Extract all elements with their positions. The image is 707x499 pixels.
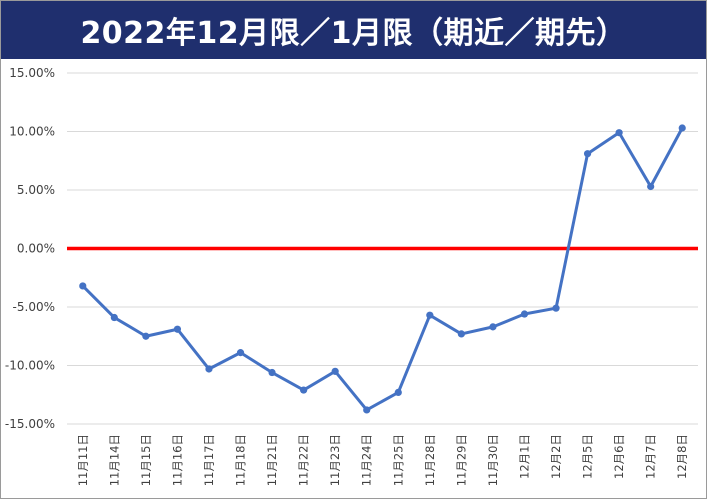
x-tick-label: 11月21日 bbox=[265, 434, 279, 486]
data-point bbox=[110, 313, 118, 322]
chart-title: 2022年12月限／1月限（期近／期先） bbox=[1, 1, 706, 59]
data-point bbox=[79, 282, 87, 290]
x-tick-label: 11月17日 bbox=[202, 434, 216, 486]
x-tick-label: 11月28日 bbox=[423, 434, 437, 486]
x-tick-label: 11月30日 bbox=[486, 434, 500, 486]
data-point bbox=[173, 325, 182, 333]
data-point bbox=[394, 388, 402, 397]
x-tick-label: 11月15日 bbox=[139, 434, 153, 486]
data-point bbox=[142, 332, 150, 340]
x-tick-label: 12月5日 bbox=[581, 434, 595, 479]
y-tick-label: 10.00% bbox=[9, 125, 55, 139]
data-point bbox=[268, 368, 276, 377]
x-tick-label: 11月18日 bbox=[234, 434, 248, 486]
x-tick-label: 11月14日 bbox=[107, 434, 121, 486]
data-point bbox=[552, 304, 560, 312]
x-tick-label: 12月2日 bbox=[549, 434, 563, 479]
data-point bbox=[678, 124, 686, 132]
data-point bbox=[331, 367, 339, 375]
data-point bbox=[520, 310, 529, 318]
x-tick-label: 12月1日 bbox=[517, 434, 531, 479]
data-point bbox=[205, 365, 213, 373]
x-tick-label: 11月25日 bbox=[391, 434, 405, 486]
data-point bbox=[647, 182, 655, 191]
y-tick-label: -10.00% bbox=[5, 359, 55, 373]
data-point bbox=[363, 406, 371, 414]
x-tick-label: 11月29日 bbox=[454, 434, 468, 486]
x-tick-label: 11月24日 bbox=[360, 434, 374, 486]
data-point bbox=[236, 349, 245, 357]
data-point bbox=[426, 311, 434, 319]
data-point bbox=[457, 330, 465, 338]
y-tick-label: -5.00% bbox=[13, 300, 55, 314]
x-tick-label: 11月23日 bbox=[328, 434, 342, 486]
x-tick-label: 11月16日 bbox=[170, 434, 184, 486]
y-tick-label: 0.00% bbox=[17, 242, 55, 256]
x-tick-label: 12月7日 bbox=[644, 434, 658, 479]
x-tick-label: 12月8日 bbox=[675, 434, 689, 479]
data-point bbox=[489, 323, 497, 331]
y-tick-label: 15.00% bbox=[9, 66, 55, 80]
y-tick-label: -15.00% bbox=[5, 417, 55, 431]
x-tick-label: 11月22日 bbox=[297, 434, 311, 486]
series-line bbox=[81, 126, 684, 412]
x-tick-label: 12月6日 bbox=[612, 434, 626, 479]
data-point bbox=[583, 150, 592, 158]
data-point bbox=[615, 129, 623, 137]
x-tick-label: 11月11日 bbox=[76, 434, 90, 486]
data-point bbox=[300, 386, 308, 394]
y-tick-label: 5.00% bbox=[17, 183, 55, 197]
